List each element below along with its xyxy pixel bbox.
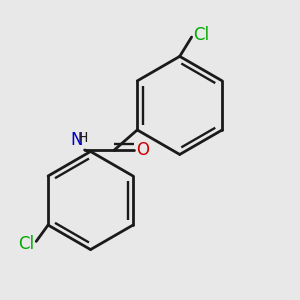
Text: Cl: Cl — [193, 26, 209, 44]
Text: H: H — [78, 131, 88, 145]
Text: Cl: Cl — [19, 235, 35, 253]
Text: N: N — [70, 130, 83, 148]
Text: O: O — [136, 141, 149, 159]
